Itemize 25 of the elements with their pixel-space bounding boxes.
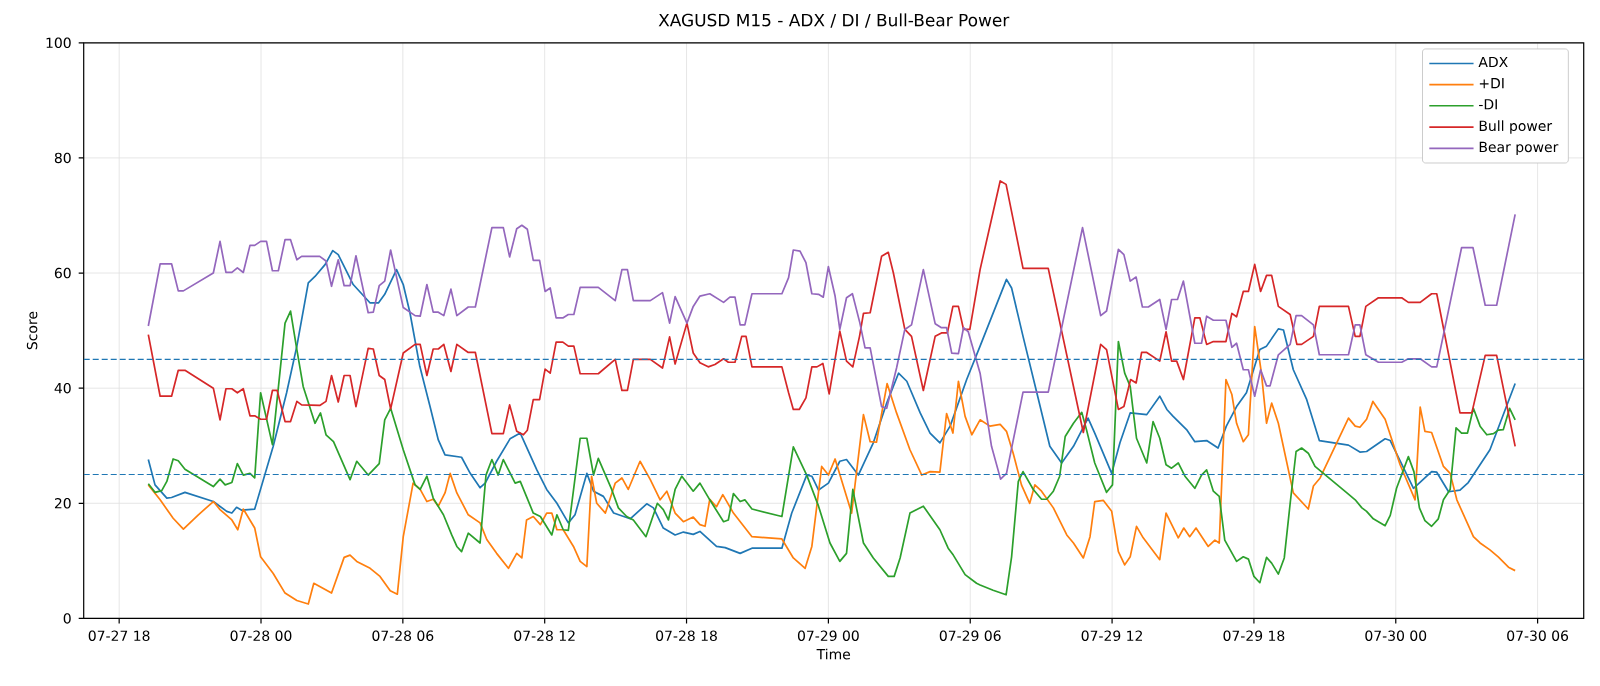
x-axis-title: Time: [816, 648, 851, 660]
chart-title: XAGUSD M15 - ADX / DI / Bull-Bear Power: [658, 13, 1010, 28]
y-tick-label: 60: [54, 267, 71, 279]
y-tick-label: 0: [63, 613, 71, 624]
x-tick-label: 07-30 00: [1365, 630, 1427, 641]
y-tick-label: 80: [54, 152, 71, 164]
x-tick-label: 07-28 18: [656, 630, 717, 641]
x-tick-label: 07-28 06: [372, 630, 434, 641]
y-tick-label: 100: [46, 37, 71, 49]
y-axis-title: Score: [26, 311, 38, 350]
legend-label: -DI: [1479, 99, 1497, 110]
y-tick-label: 20: [54, 498, 71, 509]
x-tick-label: 07-29 12: [1081, 630, 1142, 641]
legend-label: ADX: [1478, 56, 1508, 68]
x-tick-label: 07-28 00: [230, 630, 292, 641]
x-tick-label: 07-29 06: [939, 630, 1001, 641]
x-tick-label: 07-29 00: [797, 630, 859, 641]
y-tick-label: 40: [54, 382, 71, 394]
legend-label: +DI: [1479, 78, 1504, 89]
x-tick-label: 07-27 18: [88, 630, 150, 641]
legend-label: Bear power: [1479, 141, 1559, 155]
legend-label: Bull power: [1479, 120, 1553, 134]
x-tick-label: 07-29 18: [1223, 630, 1285, 641]
x-tick-label: 07-28 12: [514, 630, 575, 641]
x-tick-label: 07-30 06: [1507, 630, 1569, 641]
